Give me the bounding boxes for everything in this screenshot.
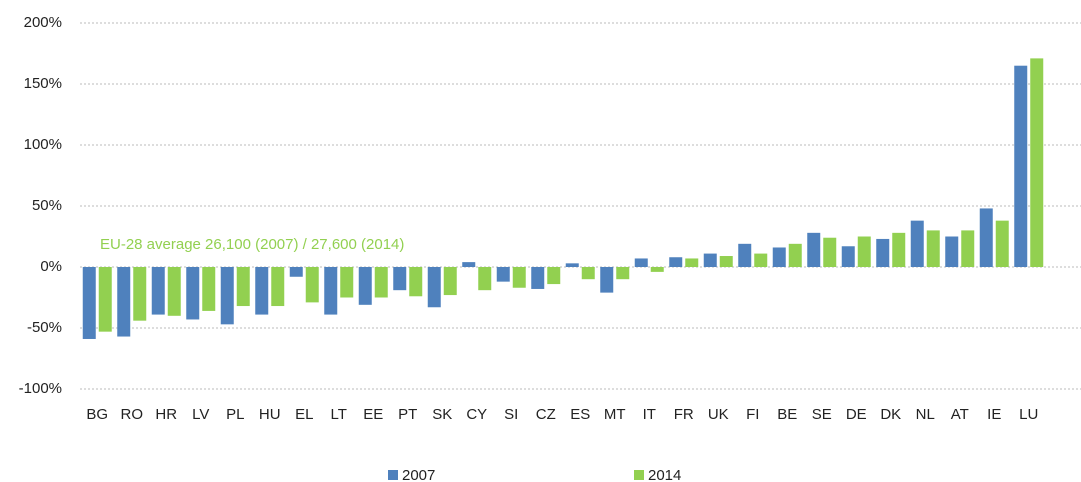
- bar: [186, 267, 200, 320]
- bar: [876, 238, 890, 267]
- bar: [82, 267, 96, 339]
- bar: [167, 267, 181, 316]
- bar: [133, 267, 147, 321]
- x-tick-label: SI: [504, 406, 518, 423]
- bar: [117, 267, 131, 337]
- x-tick-label: CY: [466, 406, 487, 423]
- legend-swatch: [634, 470, 644, 480]
- x-tick-label: PL: [226, 406, 244, 423]
- x-tick-label: DK: [880, 406, 901, 423]
- bar: [358, 267, 372, 305]
- bar: [857, 236, 871, 267]
- bar: [600, 267, 614, 293]
- bar: [650, 267, 664, 272]
- bar: [1014, 65, 1028, 267]
- bar: [616, 267, 630, 280]
- x-tick-label: HU: [259, 406, 281, 423]
- bar: [1030, 58, 1044, 267]
- x-tick-label: EL: [295, 406, 313, 423]
- bar: [340, 267, 354, 298]
- y-tick-label: 50%: [32, 197, 62, 214]
- bar: [892, 232, 906, 267]
- bar: [202, 267, 216, 311]
- x-tick-label: AT: [951, 406, 969, 423]
- legend-swatch: [388, 470, 398, 480]
- bar: [496, 267, 510, 282]
- bar: [788, 243, 802, 267]
- x-tick-label: RO: [121, 406, 144, 423]
- bar: [324, 267, 338, 315]
- bar: [255, 267, 269, 315]
- bar: [669, 257, 683, 267]
- bar: [478, 267, 492, 291]
- x-tick-label: ES: [570, 406, 590, 423]
- bar: [979, 208, 993, 267]
- bar: [823, 237, 837, 267]
- x-tick-label: NL: [916, 406, 935, 423]
- bar: [289, 267, 303, 277]
- x-tick-label: FI: [746, 406, 759, 423]
- x-tick-label: CZ: [536, 406, 556, 423]
- y-tick-label: -100%: [19, 380, 62, 397]
- bar: [409, 267, 423, 297]
- bar: [719, 256, 733, 267]
- y-tick-label: 150%: [24, 75, 62, 92]
- bar: [98, 267, 112, 332]
- x-tick-label: BG: [86, 406, 108, 423]
- x-tick-label: IT: [643, 406, 656, 423]
- x-tick-label: LT: [331, 406, 347, 423]
- bar: [393, 267, 407, 291]
- bar: [926, 230, 940, 267]
- legend-label: 2014: [648, 467, 681, 482]
- bar: [961, 230, 975, 267]
- legend-label: 2007: [402, 467, 435, 482]
- bar: [945, 236, 959, 267]
- bar: [910, 220, 924, 267]
- x-tick-label: UK: [708, 406, 729, 423]
- bar: [427, 267, 441, 308]
- bar: [443, 267, 457, 296]
- x-tick-label: SK: [432, 406, 452, 423]
- y-tick-label: 0%: [40, 258, 62, 275]
- y-tick-label: 200%: [24, 14, 62, 31]
- x-tick-label: FR: [674, 406, 694, 423]
- bar: [305, 267, 319, 303]
- bar: [236, 267, 250, 307]
- bar: [772, 247, 786, 267]
- bar: [512, 267, 526, 288]
- y-tick-label: -50%: [27, 319, 62, 336]
- bar: [271, 267, 285, 307]
- bar: [151, 267, 165, 315]
- x-tick-label: HR: [155, 406, 177, 423]
- y-tick-label: 100%: [24, 136, 62, 153]
- x-tick-label: EE: [363, 406, 383, 423]
- bar: [995, 220, 1009, 267]
- bar: [220, 267, 234, 325]
- x-tick-label: DE: [846, 406, 867, 423]
- x-tick-label: PT: [398, 406, 417, 423]
- bar: [581, 267, 595, 280]
- bar: [807, 232, 821, 267]
- x-tick-label: SE: [812, 406, 832, 423]
- x-tick-label: LU: [1019, 406, 1038, 423]
- bar: [531, 267, 545, 289]
- bar: [634, 258, 648, 267]
- x-tick-label: IE: [987, 406, 1001, 423]
- bar: [462, 262, 476, 267]
- bar: [703, 253, 717, 267]
- bar: [565, 263, 579, 267]
- x-tick-label: LV: [192, 406, 209, 423]
- bar: [754, 253, 768, 267]
- annotation: EU-28 average 26,100 (2007) / 27,600 (20…: [100, 236, 404, 253]
- bar: [374, 267, 388, 298]
- x-tick-label: MT: [604, 406, 626, 423]
- bar: [738, 243, 752, 267]
- bar: [547, 267, 561, 285]
- bar: [841, 246, 855, 267]
- bar: [685, 258, 699, 267]
- x-tick-label: BE: [777, 406, 797, 423]
